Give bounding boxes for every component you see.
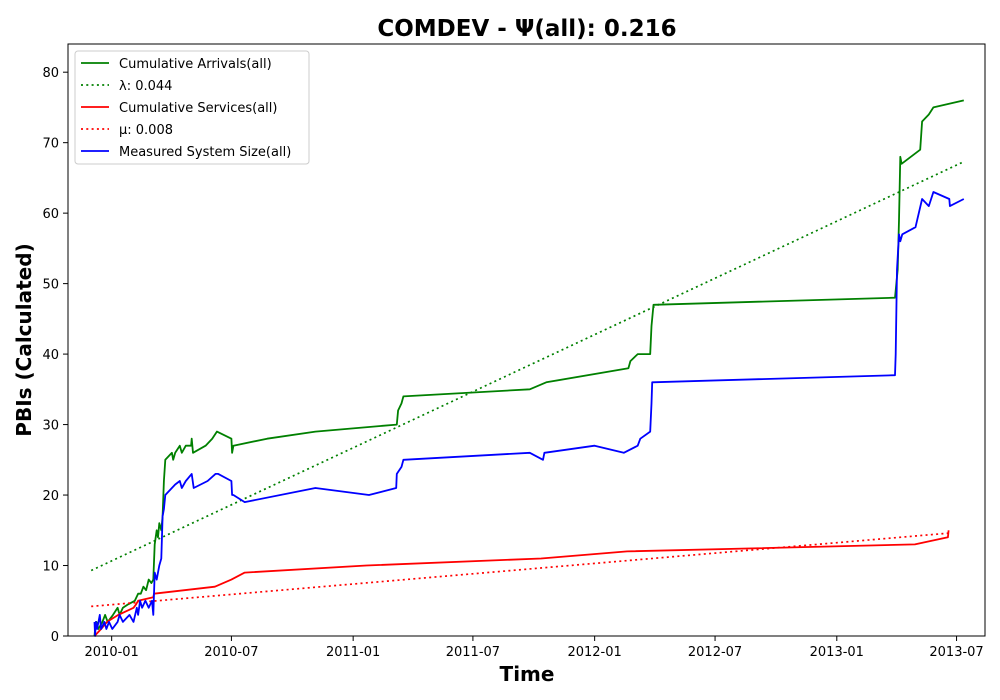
legend-label: μ: 0.008 <box>119 123 173 138</box>
x-tick-label: 2012-07 <box>688 645 742 660</box>
y-axis: 0 10 20 30 40 50 60 70 80 <box>42 66 68 645</box>
legend-label: Cumulative Arrivals(all) <box>119 57 272 72</box>
x-tick-label: 2010-07 <box>204 645 258 660</box>
x-tick-label: 2011-07 <box>446 645 500 660</box>
chart-title: COMDEV - Ψ(all): 0.216 <box>377 16 676 42</box>
legend-label: λ: 0.044 <box>119 79 172 94</box>
y-tick-label: 80 <box>42 66 59 81</box>
y-tick-label: 10 <box>42 560 59 575</box>
x-tick-label: 2010-01 <box>85 645 139 660</box>
x-tick-label: 2012-01 <box>567 645 621 660</box>
y-tick-label: 0 <box>51 630 59 645</box>
x-tick-label: 2013-07 <box>929 645 983 660</box>
y-tick-label: 30 <box>42 419 59 434</box>
y-tick-label: 70 <box>42 137 59 152</box>
x-tick-label: 2011-01 <box>326 645 380 660</box>
legend-label: Measured System Size(all) <box>119 145 291 160</box>
y-tick-label: 20 <box>42 489 59 504</box>
y-axis-label: PBIs (Calculated) <box>12 243 36 436</box>
y-tick-label: 60 <box>42 207 59 222</box>
legend-label: Cumulative Services(all) <box>119 101 277 116</box>
x-tick-label: 2013-01 <box>810 645 864 660</box>
x-axis-label: Time <box>500 662 555 686</box>
legend: Cumulative Arrivals(all) λ: 0.044 Cumulati… <box>75 51 309 164</box>
y-tick-label: 50 <box>42 278 59 293</box>
x-axis: 2010-01 2010-07 2011-01 2011-07 2012-01 2012-… <box>85 636 984 660</box>
y-tick-label: 40 <box>42 348 59 363</box>
